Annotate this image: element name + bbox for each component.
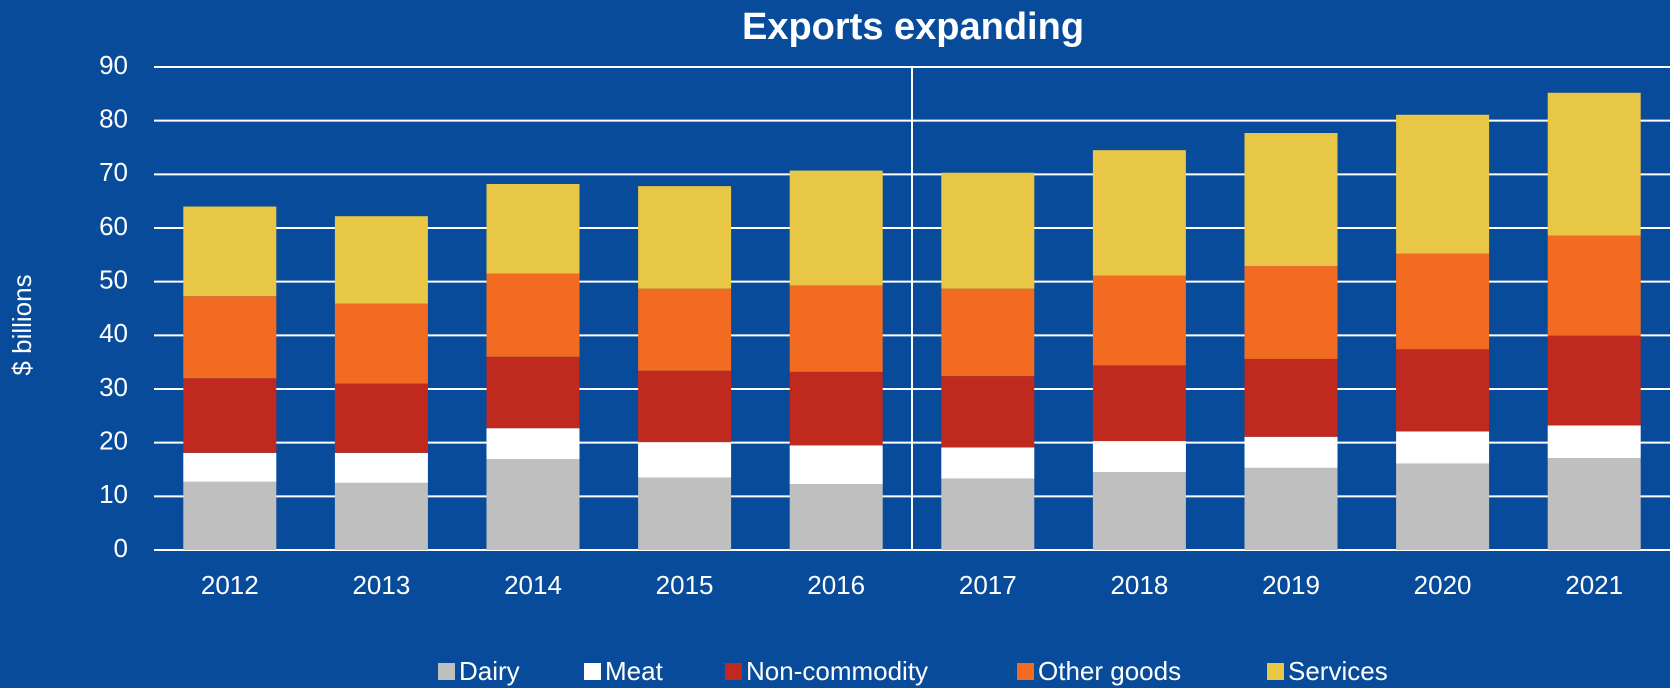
y-tick-label: 70 [99, 157, 128, 187]
chart-title: Exports expanding [742, 6, 1084, 48]
bar-segment [334, 452, 428, 483]
bar-segment [789, 170, 883, 286]
bar-segment [1547, 425, 1641, 459]
legend-swatch [438, 663, 455, 680]
bar-segment [334, 383, 428, 453]
bar-segment [789, 483, 883, 550]
y-tick-label: 40 [99, 318, 128, 348]
x-tick-label: 2019 [1262, 570, 1320, 600]
bar-segment [1547, 92, 1641, 236]
bar-segment [183, 452, 277, 482]
y-tick-label: 50 [99, 265, 128, 295]
legend-label: Services [1288, 656, 1388, 686]
bar-segment [486, 459, 580, 550]
x-tick-label: 2016 [807, 570, 865, 600]
bar-segment [1092, 441, 1186, 473]
x-tick-label: 2015 [656, 570, 714, 600]
bar-segment [1547, 235, 1641, 336]
bar-segment [183, 296, 277, 379]
bar-segment [334, 482, 428, 550]
legend-swatch [1267, 663, 1284, 680]
bar-segment [183, 378, 277, 453]
bar-segment [1396, 349, 1490, 432]
y-axis-label: $ billions [7, 274, 37, 375]
x-tick-label: 2012 [201, 570, 259, 600]
bar-segment [638, 442, 732, 478]
y-tick-label: 0 [114, 533, 128, 563]
y-tick-label: 20 [99, 426, 128, 456]
x-tick-label: 2020 [1414, 570, 1472, 600]
y-tick-label: 60 [99, 211, 128, 241]
bar-segment [789, 285, 883, 372]
bar-segment [1396, 253, 1490, 350]
bar-segment [1396, 431, 1490, 464]
legend-label: Dairy [459, 656, 520, 686]
bar-segment [1092, 365, 1186, 442]
bar-segment [941, 478, 1035, 550]
bar-segment [941, 172, 1035, 289]
legend-swatch [584, 663, 601, 680]
y-tick-label: 10 [99, 479, 128, 509]
x-tick-label: 2017 [959, 570, 1017, 600]
bar-segment [1396, 463, 1490, 550]
x-tick-label: 2014 [504, 570, 562, 600]
bar-segment [638, 477, 732, 550]
bar-segment [638, 288, 732, 371]
bar-segment [1244, 266, 1338, 359]
x-tick-label: 2013 [352, 570, 410, 600]
bar-segment [183, 481, 277, 550]
bar-segment [941, 288, 1035, 377]
bar-segment [1396, 114, 1490, 254]
bar-segment [334, 303, 428, 384]
bar-segment [1244, 436, 1338, 468]
legend-label: Non-commodity [746, 656, 928, 686]
bar-segment [1547, 335, 1641, 426]
bar-segment [789, 371, 883, 446]
bar-segment [183, 206, 277, 297]
bar-segment [638, 186, 732, 289]
y-tick-label: 90 [99, 50, 128, 80]
bar-segment [486, 183, 580, 274]
bar-segment [1092, 150, 1186, 276]
legend-label: Other goods [1038, 656, 1181, 686]
bar-segment [1244, 358, 1338, 437]
bar-segment [1547, 458, 1641, 550]
bar-segment [1092, 275, 1186, 366]
bar-segment [486, 428, 580, 460]
y-tick-label: 30 [99, 372, 128, 402]
bar-segment [941, 447, 1035, 479]
legend-label: Meat [605, 656, 664, 686]
x-tick-label: 2018 [1110, 570, 1168, 600]
bar-segment [1092, 472, 1186, 550]
y-tick-label: 80 [99, 104, 128, 134]
x-tick-label: 2021 [1565, 570, 1623, 600]
legend-swatch [1017, 663, 1034, 680]
bar-segment [638, 370, 732, 443]
bar-segment [789, 445, 883, 484]
bar-segment [941, 376, 1035, 448]
legend-swatch [725, 663, 742, 680]
bar-segment [486, 273, 580, 357]
bar-segment [334, 216, 428, 304]
bar-segment [486, 356, 580, 429]
bar-segment [1244, 133, 1338, 267]
bar-segment [1244, 467, 1338, 550]
